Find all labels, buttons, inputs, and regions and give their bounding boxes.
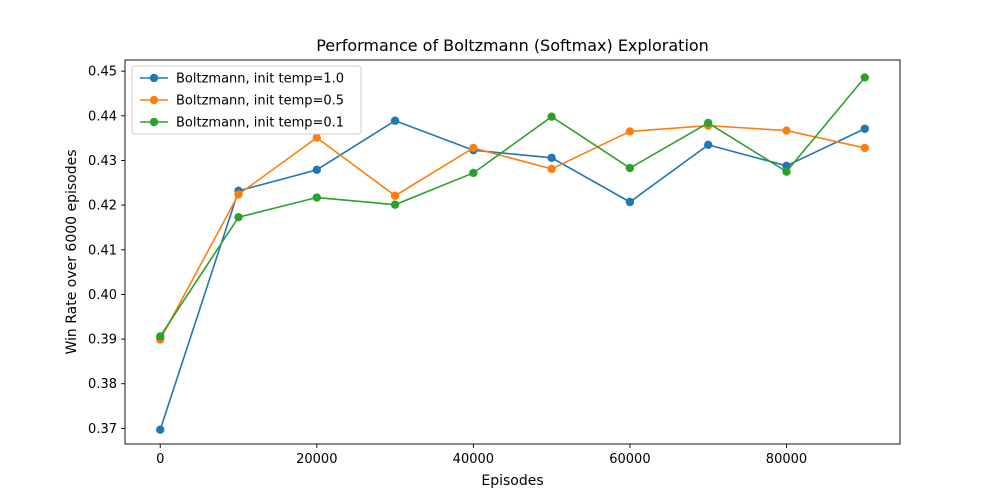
x-tick-label: 40000	[453, 452, 494, 467]
data-point	[234, 190, 243, 199]
data-point	[156, 332, 165, 341]
data-point	[782, 167, 791, 176]
data-point	[547, 112, 556, 121]
plot-area: 0 20000 40000 60000 80000 0.37 0.38 0.39 0.40 0.4…	[88, 59, 901, 467]
legend-item: Boltzmann, init temp=0.5	[140, 94, 344, 109]
data-point	[860, 124, 869, 133]
legend-marker	[149, 73, 159, 83]
plot-frame	[124, 59, 901, 445]
data-point	[860, 143, 869, 153]
legend: Boltzmann, init temp=1.0 Boltzmann, init …	[131, 65, 362, 135]
data-point	[390, 200, 400, 209]
y-tick-label: 0.42	[88, 199, 117, 214]
series-line	[159, 76, 866, 337]
legend-label: Boltzmann, init temp=0.5	[176, 94, 344, 109]
data-point	[312, 133, 321, 142]
y-tick-label: 0.43	[88, 154, 117, 169]
legend-marker	[149, 95, 159, 105]
y-tick-label: 0.44	[88, 109, 117, 124]
y-tick-label: 0.41	[88, 243, 117, 258]
data-point	[547, 153, 556, 162]
x-tick-label: 20000	[296, 452, 337, 467]
legend-box	[131, 65, 362, 135]
y-tick-label: 0.37	[88, 422, 117, 437]
data-point	[625, 163, 635, 173]
x-tick-label: 0	[156, 452, 164, 467]
data-point	[312, 165, 321, 175]
data-point	[469, 168, 478, 178]
x-tick-label: 60000	[609, 452, 650, 467]
y-axis-label: Win Rate over 6000 episodes	[64, 149, 80, 354]
legend-item: Boltzmann, init temp=1.0	[140, 72, 344, 87]
series-3	[156, 73, 869, 341]
data-point	[782, 126, 791, 135]
data-point	[860, 73, 869, 82]
data-point	[469, 143, 478, 153]
y-tick-label: 0.39	[88, 333, 117, 348]
data-point	[625, 127, 635, 136]
series-1	[156, 116, 869, 434]
data-point	[156, 425, 165, 434]
legend-item: Boltzmann, init temp=0.1	[140, 116, 344, 131]
data-point	[704, 118, 713, 128]
data-point	[312, 193, 321, 202]
legend-label: Boltzmann, init temp=1.0	[176, 72, 344, 87]
legend-marker	[149, 117, 159, 127]
y-tick-label: 0.40	[88, 288, 117, 303]
data-point	[547, 164, 556, 174]
data-point	[390, 191, 400, 200]
data-point	[234, 212, 243, 222]
y-tick-label: 0.45	[88, 65, 117, 80]
series-line	[159, 119, 866, 430]
x-tick-label: 80000	[766, 452, 807, 467]
chart-title: Performance of Boltzmann (Softmax) Explo…	[316, 36, 709, 55]
series-line	[159, 124, 865, 340]
data-point	[704, 140, 713, 150]
data-point	[625, 197, 635, 207]
legend-label: Boltzmann, init temp=0.1	[176, 116, 344, 131]
data-point	[390, 116, 400, 125]
y-tick-label: 0.38	[88, 377, 117, 392]
x-axis-label: Episodes	[481, 473, 543, 489]
